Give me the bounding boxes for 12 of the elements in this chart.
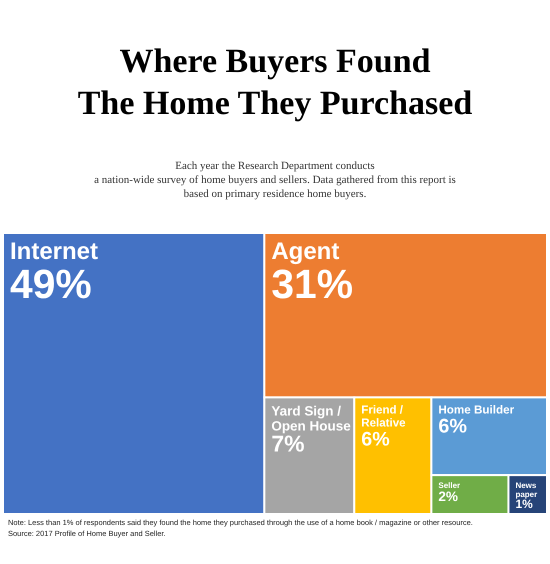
category-label: Yard Sign / Open House bbox=[271, 403, 352, 434]
category-label: News paper bbox=[515, 481, 538, 500]
data-label: 6% bbox=[361, 428, 390, 450]
category-label: Agent bbox=[271, 238, 340, 265]
category-label: Seller bbox=[438, 481, 460, 490]
data-label: 2% bbox=[438, 489, 458, 504]
text: Each year the Research Department conducts a nation-wide survey of home buyers and sellers. Data gathered from this report is based on primary residence home buyers. bbox=[94, 160, 456, 200]
category-label: Home Builder bbox=[438, 403, 515, 416]
category-label: Friend / Relative bbox=[361, 404, 406, 430]
data-label: 7% bbox=[271, 430, 304, 457]
data-label: 6% bbox=[438, 415, 468, 438]
text: Where Buyers Found The Home They Purchased bbox=[78, 43, 472, 122]
